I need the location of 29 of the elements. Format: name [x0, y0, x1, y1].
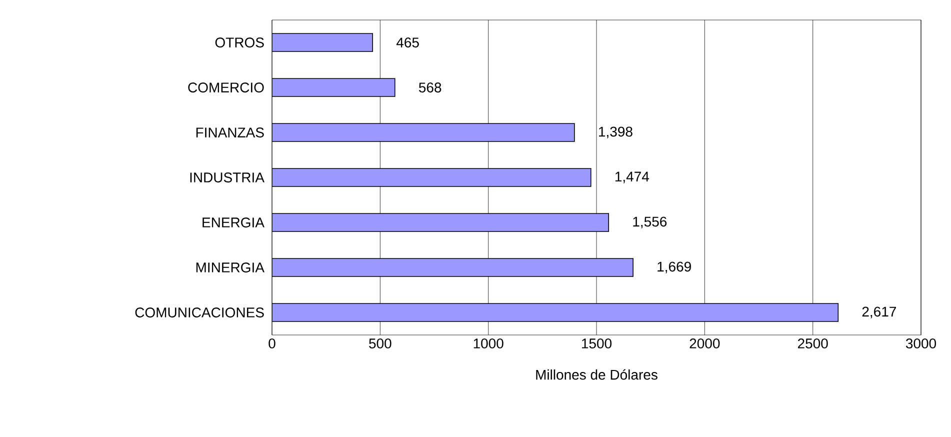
data-label: 1,398 [599, 126, 632, 138]
y-tick-label: MINERGIA [196, 262, 264, 272]
data-label: 2,617 [862, 306, 896, 318]
bar [272, 213, 610, 232]
x-tick-label: 2000 [690, 338, 720, 348]
data-label: 568 [418, 82, 442, 92]
x-tick-label: 2500 [798, 338, 828, 348]
x-tick-label: 0 [268, 338, 276, 348]
x-tick-label: 1500 [582, 338, 612, 348]
x-tick-label: 3000 [906, 338, 936, 348]
bar [272, 123, 575, 142]
y-tick-label: COMUNICACIONES [135, 308, 264, 318]
y-tick-label: INDUSTRIA [190, 172, 264, 182]
data-label: 1,556 [633, 216, 667, 228]
x-tick-label: 500 [369, 338, 392, 348]
bar [272, 303, 839, 322]
y-tick-label: FINANZAS [196, 128, 264, 138]
y-tick-label: OTROS [215, 38, 264, 48]
bar [272, 78, 396, 97]
bar [272, 33, 374, 52]
data-label: 1,474 [615, 172, 650, 184]
bar [272, 168, 592, 187]
y-tick-label: ENERGIA [202, 218, 264, 228]
x-axis-title: Millones de Dólares [536, 369, 658, 380]
data-label: 1,669 [658, 262, 691, 274]
x-tick-label: 1000 [474, 338, 504, 348]
y-tick-label: COMERCIO [188, 82, 264, 92]
data-label: 465 [396, 38, 419, 48]
bar [272, 258, 634, 277]
